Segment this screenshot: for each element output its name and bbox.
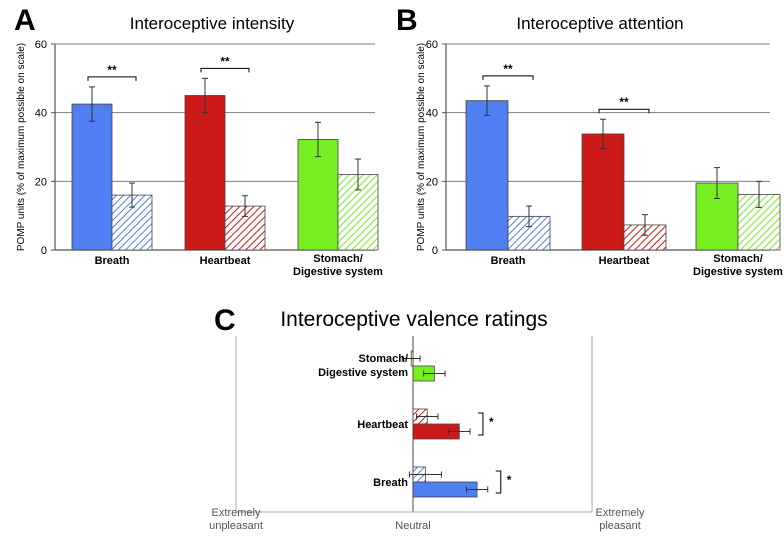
panel-a-ylabel: POMP units (% of maximum possible on sca… (16, 43, 27, 251)
panel-b-letter: B (396, 4, 418, 37)
panel-c-category-label: Breath (373, 477, 408, 489)
panel-a-significance-bracket (87, 76, 137, 81)
panel-a-ytick-label: 0 (41, 245, 47, 257)
panel-c-significance-star: * (507, 473, 512, 487)
panel-b-significance-bracket (598, 108, 650, 114)
panel-c-plot: Extremely unpleasant Neutral Extremely pleas… (209, 336, 645, 532)
panel-b-ytick-label: 60 (426, 39, 438, 51)
panel-b-category-label: Breath (491, 255, 526, 267)
panel-a-category-label: Stomach/Digestive system (293, 253, 383, 278)
panel-b-ylabel: POMP units (% of maximum possible on sca… (416, 43, 427, 251)
panel-b-category-label: Stomach/Digestive system (693, 253, 783, 278)
panel-a-bar-heartbeat-solid (184, 95, 226, 251)
panel-c-category-label: Stomach/Digestive system (318, 353, 408, 379)
panel-b-ytick-label: 40 (426, 108, 438, 120)
panel-a-significance-star: ** (220, 54, 230, 68)
panel-b-plot: 0 20 40 60 Breath Heartbeat Stomach/Digestive … (426, 39, 783, 278)
panel-b-bar-breath-solid (465, 100, 509, 251)
panel-c-significance-star: * (489, 415, 494, 429)
panel-a-bar-breath-solid (71, 103, 113, 251)
panel-a-category-label: Breath (95, 255, 130, 267)
panel-c-significance-bracket (495, 470, 502, 494)
panel-a-significance-star: ** (107, 63, 117, 77)
panel-c-significance-bracket (477, 412, 484, 436)
panel-c-category-label: Heartbeat (357, 419, 408, 431)
panel-b-ytick-label: 0 (432, 245, 438, 257)
panel-b-significance-star: ** (619, 95, 629, 109)
panel-b-significance-star: ** (503, 62, 513, 76)
panel-a-title: Interoceptive intensity (130, 14, 295, 33)
panel-b-title: Interoceptive attention (516, 14, 683, 33)
panel-a-plot: 0 20 40 60 Breath Heartbeat Stomach/Digestive … (35, 39, 383, 278)
panel-c-anchor-right: Extremely pleasant (596, 507, 645, 532)
panel-c-letter: C (214, 304, 236, 337)
panel-c-title: Interoceptive valence ratings (280, 308, 547, 331)
panel-a-ytick-label: 60 (35, 39, 47, 51)
panel-b-category-label: Heartbeat (599, 255, 650, 267)
panel-b-bar-heartbeat-solid (581, 133, 625, 251)
panel-c-anchor-left: Extremely unpleasant (209, 507, 263, 532)
panel-c-anchor-center: Neutral (395, 520, 430, 532)
panel-a-ytick-label: 40 (35, 108, 47, 120)
panel-b-significance-bracket (482, 75, 534, 80)
panel-a-significance-bracket (200, 67, 250, 73)
panel-a-ytick-label: 20 (35, 176, 47, 188)
panel-a-letter: A (14, 4, 36, 37)
panel-a-category-label: Heartbeat (200, 255, 251, 267)
panel-b-ytick-label: 20 (426, 176, 438, 188)
